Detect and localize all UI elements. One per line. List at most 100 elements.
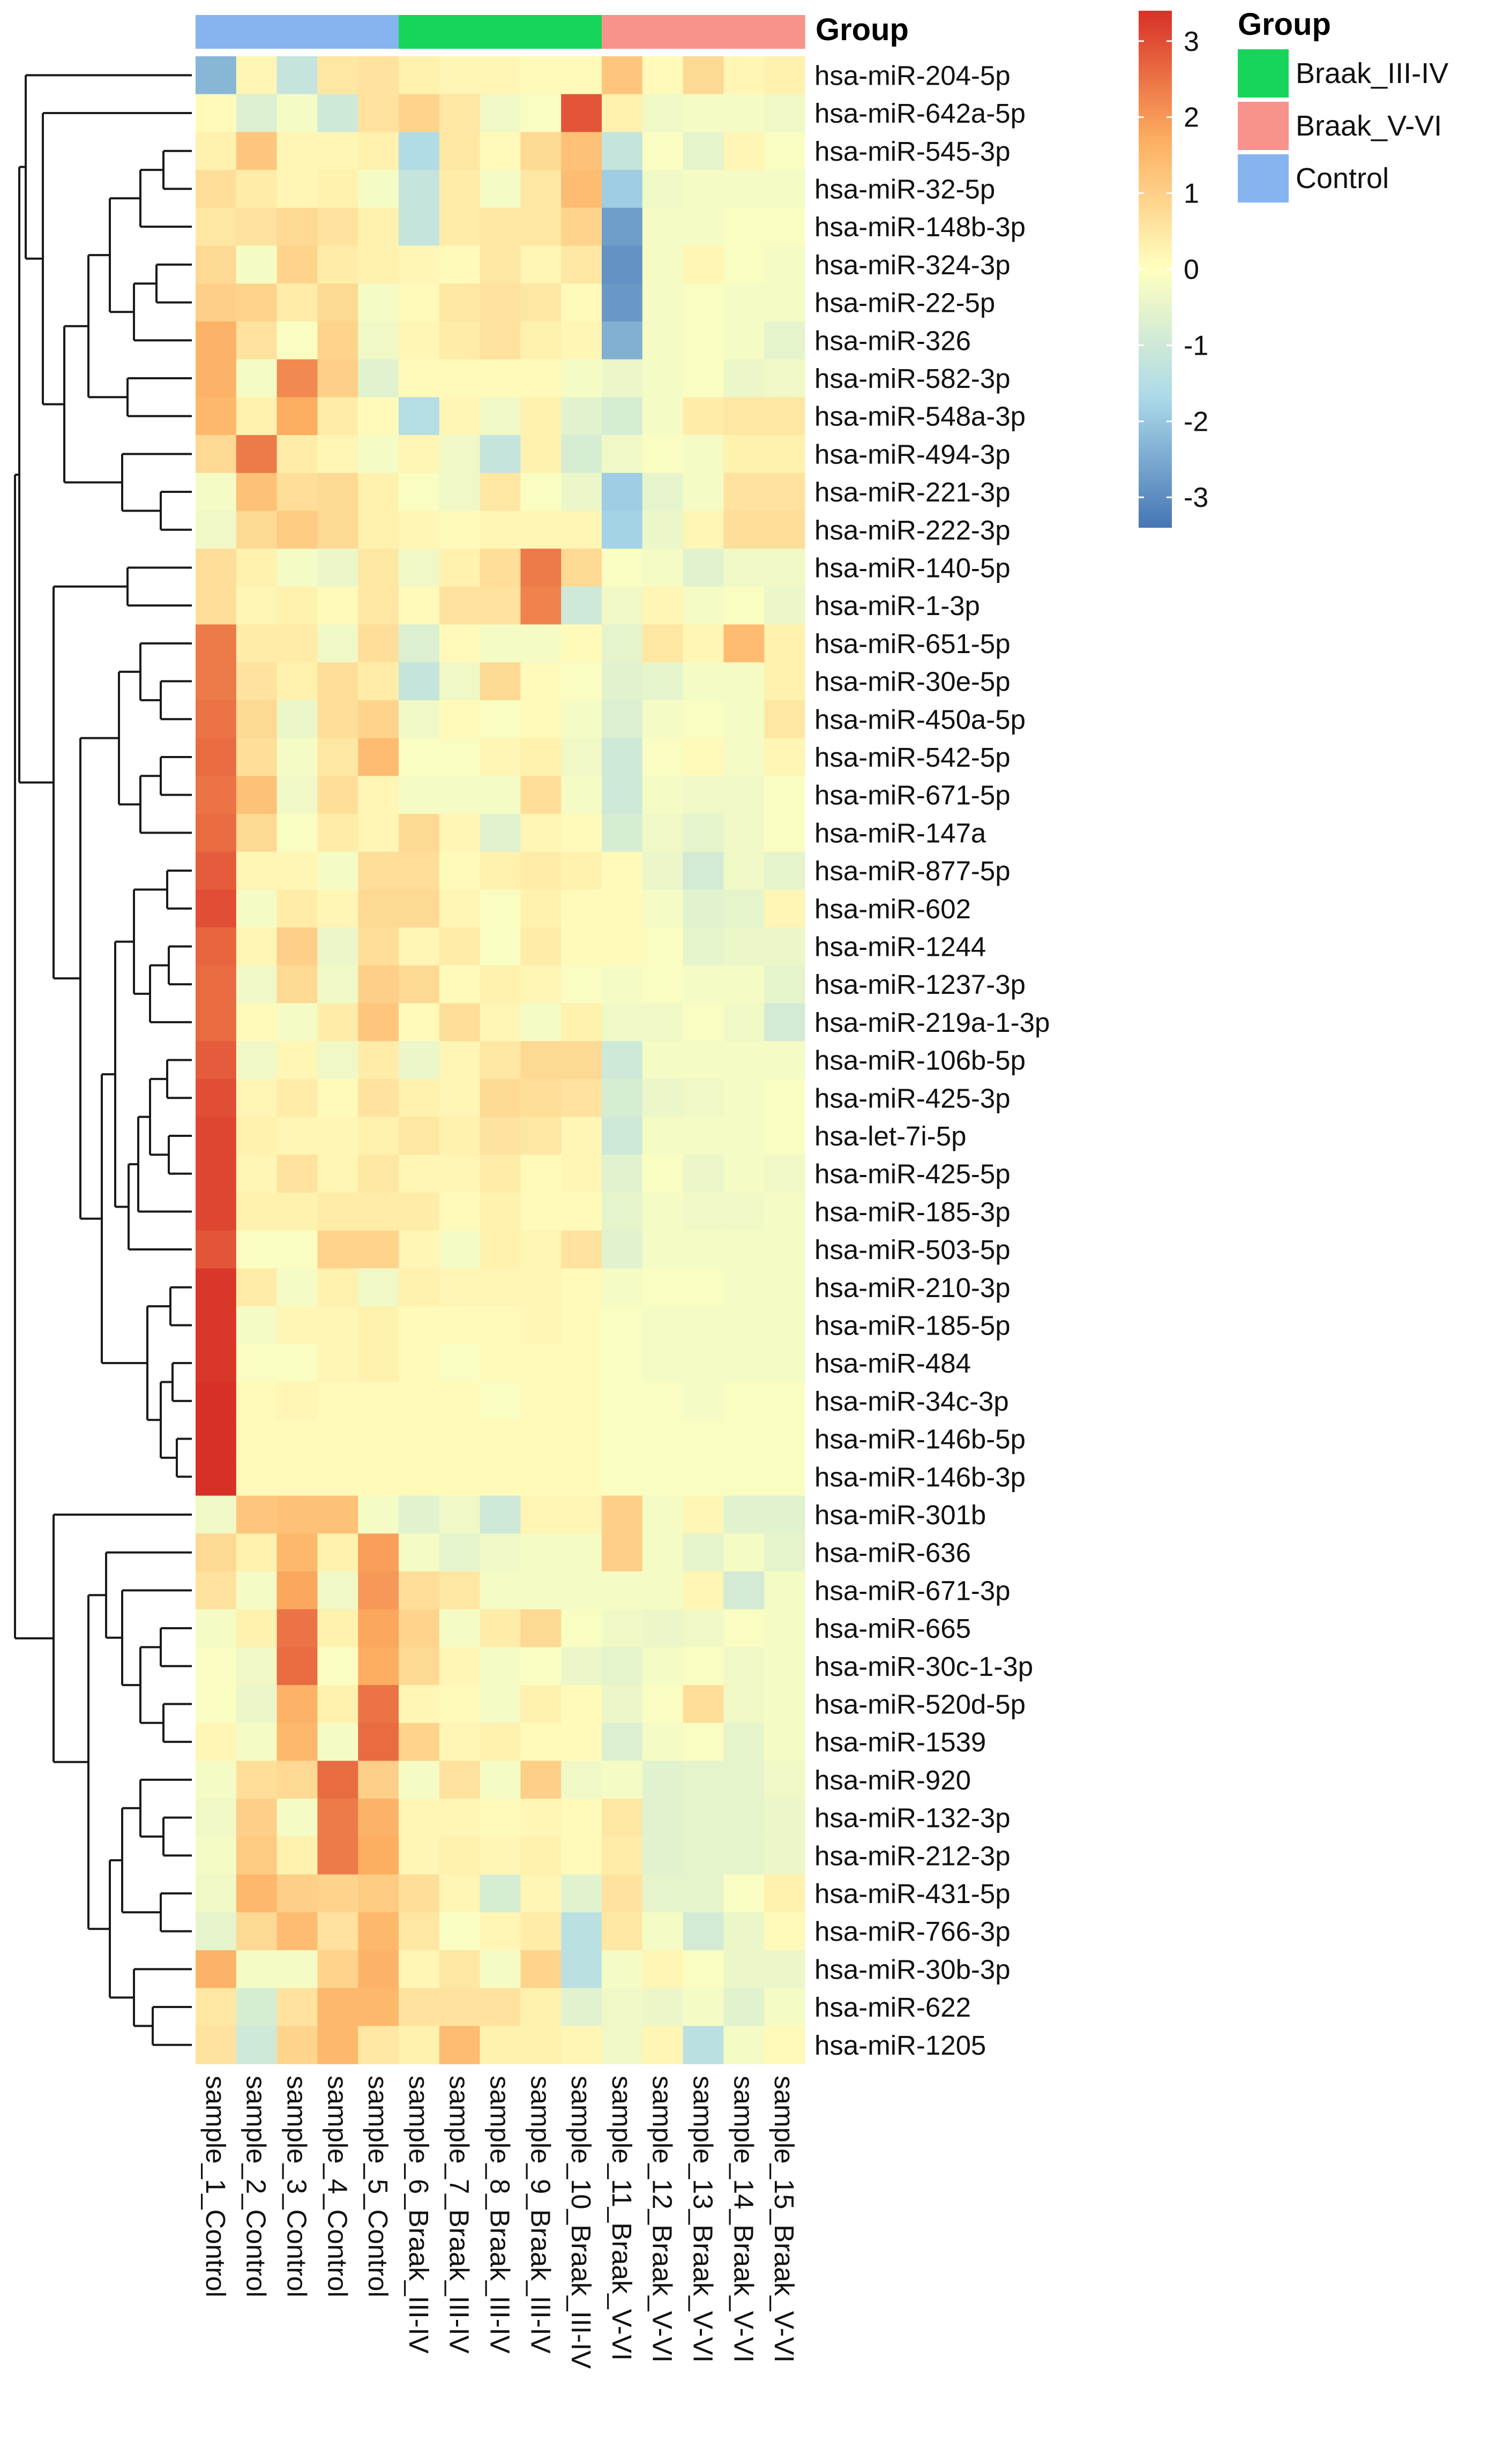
cell-hsa-mir-484-11 [602,1344,643,1383]
cell-hsa-mir-221-3p-6 [399,473,440,511]
cell-hsa-mir-210-3p-12 [642,1268,684,1307]
cell-hsa-mir-222-3p-6 [399,511,440,549]
cell-hsa-let-7i-5p-13 [683,1117,724,1155]
cell-hsa-mir-146b-5p-9 [520,1420,562,1458]
cell-hsa-mir-450a-5p-5 [358,700,399,739]
cell-hsa-mir-671-5p-2 [236,776,278,814]
cell-hsa-mir-431-5p-14 [723,1874,765,1913]
scale-tick-label: -2 [1184,406,1208,437]
cell-hsa-mir-32-5p-3 [276,170,318,208]
cell-hsa-mir-221-3p-13 [683,473,724,511]
cell-hsa-mir-651-5p-7 [439,624,481,663]
cell-hsa-mir-32-5p-9 [520,170,562,208]
cell-hsa-mir-30c-1-3p-6 [399,1647,440,1686]
cell-hsa-mir-425-5p-15 [764,1155,805,1193]
cell-hsa-mir-665-13 [683,1609,724,1647]
cell-hsa-mir-106b-5p-3 [276,1041,318,1080]
cell-hsa-mir-425-3p-8 [480,1079,521,1118]
cell-hsa-mir-450a-5p-9 [520,700,562,739]
group-cell-sample-10-braak-iii-iv [561,15,602,49]
cell-hsa-mir-147a-8 [480,814,521,852]
row-label: hsa-miR-431-5p [814,1878,1011,1909]
cell-hsa-mir-877-5p-7 [439,851,481,890]
row-label: hsa-miR-545-3p [814,136,1011,167]
cell-hsa-mir-147a-9 [520,814,562,852]
cell-hsa-mir-185-5p-8 [480,1306,521,1345]
group-annotation-title: Group [816,12,909,47]
cell-hsa-mir-132-3p-10 [561,1799,602,1837]
cell-hsa-mir-204-5p-6 [399,56,440,95]
cell-hsa-mir-185-3p-11 [602,1193,643,1231]
cell-hsa-mir-425-3p-10 [561,1079,602,1118]
group-cell-sample-8-braak-iii-iv [480,15,521,49]
cell-hsa-mir-148b-3p-6 [399,207,440,246]
cell-hsa-mir-582-3p-3 [276,359,318,398]
cell-hsa-mir-484-13 [683,1344,724,1383]
cell-hsa-mir-484-12 [642,1344,684,1383]
cell-hsa-mir-22-5p-5 [358,283,399,322]
cell-hsa-let-7i-5p-3 [276,1117,318,1155]
cell-hsa-mir-920-12 [642,1761,684,1799]
cell-hsa-mir-431-5p-12 [642,1874,684,1913]
row-label: hsa-miR-301b [814,1500,986,1530]
cell-hsa-mir-671-3p-12 [642,1571,684,1610]
cell-hsa-mir-222-3p-8 [480,511,521,549]
cell-hsa-mir-484-1 [196,1344,237,1383]
cell-hsa-mir-146b-5p-12 [642,1420,684,1458]
cell-hsa-mir-425-3p-14 [723,1079,765,1118]
cell-hsa-mir-642a-5p-12 [642,94,684,132]
cell-hsa-mir-1237-3p-11 [602,965,643,1004]
cell-hsa-mir-30c-1-3p-7 [439,1647,481,1686]
cell-hsa-mir-665-11 [602,1609,643,1647]
cell-hsa-mir-425-3p-7 [439,1079,481,1118]
cell-hsa-mir-106b-5p-5 [358,1041,399,1080]
cell-hsa-mir-651-5p-1 [196,624,237,663]
cell-hsa-mir-548a-3p-13 [683,397,724,436]
cell-hsa-mir-146b-5p-7 [439,1420,481,1458]
cell-hsa-mir-494-3p-10 [561,435,602,474]
cell-hsa-mir-671-5p-9 [520,776,562,814]
cell-hsa-mir-1237-3p-14 [723,965,765,1004]
cell-hsa-mir-920-10 [561,1761,602,1799]
cell-hsa-mir-34c-3p-13 [683,1382,724,1420]
cell-hsa-mir-34c-3p-6 [399,1382,440,1420]
cell-hsa-mir-766-3p-7 [439,1912,481,1951]
cell-hsa-mir-671-3p-1 [196,1571,237,1610]
cell-hsa-mir-484-5 [358,1344,399,1383]
row-label: hsa-miR-185-3p [814,1196,1011,1227]
cell-hsa-mir-665-5 [358,1609,399,1647]
cell-hsa-mir-548a-3p-1 [196,397,237,436]
cell-hsa-mir-30e-5p-12 [642,662,684,701]
cell-hsa-mir-494-3p-3 [276,435,318,474]
cell-hsa-mir-494-3p-1 [196,435,237,474]
column-label: sample_12_Braak_V-VI [647,2076,678,2363]
cell-hsa-mir-185-3p-3 [276,1193,318,1231]
cell-hsa-mir-212-3p-8 [480,1836,521,1875]
cell-hsa-mir-545-3p-14 [723,132,765,170]
cell-hsa-mir-542-5p-12 [642,738,684,776]
cell-hsa-mir-146b-3p-2 [236,1457,278,1496]
cell-hsa-mir-671-5p-6 [399,776,440,814]
cell-hsa-mir-766-3p-11 [602,1912,643,1951]
cell-hsa-mir-766-3p-4 [317,1912,358,1951]
cell-hsa-mir-30e-5p-7 [439,662,481,701]
cell-hsa-mir-1539-8 [480,1722,521,1762]
cell-hsa-mir-140-5p-1 [196,549,237,587]
cell-hsa-mir-30c-1-3p-9 [520,1647,562,1686]
cell-hsa-mir-503-5p-2 [236,1230,278,1269]
cell-hsa-mir-520d-5p-7 [439,1685,481,1724]
cell-hsa-mir-32-5p-14 [723,170,765,208]
cell-hsa-mir-222-3p-11 [602,511,643,549]
cell-hsa-mir-503-5p-6 [399,1230,440,1269]
cell-hsa-mir-642a-5p-2 [236,94,278,132]
cell-hsa-mir-212-3p-5 [358,1836,399,1875]
cell-hsa-mir-766-3p-10 [561,1912,602,1951]
cell-hsa-mir-484-7 [439,1344,481,1383]
cell-hsa-mir-450a-5p-14 [723,700,765,739]
cell-hsa-mir-185-5p-2 [236,1306,278,1345]
cell-hsa-let-7i-5p-10 [561,1117,602,1155]
cell-hsa-mir-210-3p-9 [520,1268,562,1307]
row-label: hsa-miR-503-5p [814,1234,1011,1265]
cell-hsa-mir-1-3p-13 [683,586,724,625]
cell-hsa-mir-545-3p-3 [276,132,318,170]
